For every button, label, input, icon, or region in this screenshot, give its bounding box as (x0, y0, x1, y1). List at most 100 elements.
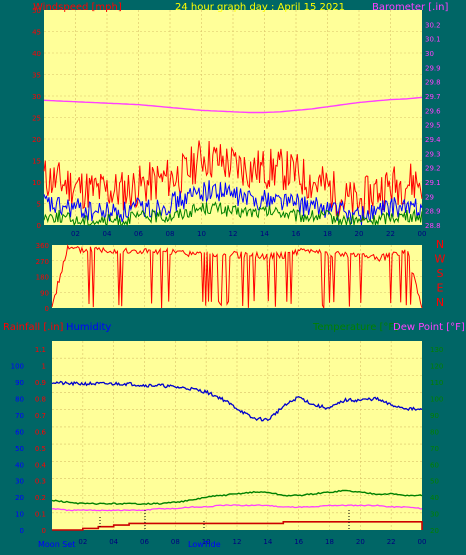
rain-tick-label: 0.5 (35, 445, 46, 453)
temp-series (51, 380, 423, 531)
temperature-tick-label: 50 (430, 478, 439, 486)
temp-x-tick-label: 10 (202, 538, 211, 546)
temp-x-tick-label: 22 (387, 538, 396, 546)
barometer-y-ticks: 28.8 28.9 29 29.1 29.2 29.3 29.4 29.5 29.6 29.7 29… (425, 21, 441, 230)
humidity-tick-label: 0 (20, 527, 24, 535)
wind-y-ticks: 0 5 10 15 20 25 30 35 40 45 50 (32, 7, 41, 230)
temperature-tick-label: 130 (430, 346, 443, 354)
wind-tick-label: 40 (32, 50, 41, 58)
temp-grid (52, 341, 422, 530)
direction-tick-label: 270 (36, 258, 49, 266)
barometer-tick-label: 30.1 (425, 36, 441, 44)
rain-tick-label: 1 (42, 363, 46, 371)
wind-x-tick-label: 16 (292, 230, 301, 238)
temperature-tick-label: 40 (430, 494, 439, 502)
humidity-y-ticks: 0 10 20 30 40 50 60 70 80 90 100 (11, 363, 24, 535)
wind-tick-label: 30 (32, 93, 41, 101)
temperature-tick-label: 30 (430, 511, 439, 519)
rain-tick-label: 1.1 (35, 346, 46, 354)
temperature-axis-label: Temperature [°F] (312, 322, 398, 333)
temperature-y-ticks: 20 30 40 50 60 70 80 90 100 110 120 130 (430, 346, 443, 535)
temperature-tick-label: 80 (430, 428, 439, 436)
humidity-tick-label: 90 (15, 379, 24, 387)
temp-x-tick-label: 18 (325, 538, 334, 546)
windspeed-axis-label: Windspeed [mph] (33, 2, 122, 13)
compass-label: N (436, 296, 444, 309)
temp-x-tick-label: 02 (78, 538, 87, 546)
temperature-tick-label: 120 (430, 363, 443, 371)
rainfall-line (52, 520, 423, 531)
barometer-tick-label: 29.1 (425, 179, 441, 187)
direction-tick-label: 0 (45, 305, 49, 313)
temp-x-tick-label: 08 (171, 538, 180, 546)
wind-x-tick-label: 04 (103, 230, 112, 238)
barometer-tick-label: 29.5 (425, 122, 441, 130)
temp-x-tick-label: 06 (140, 538, 149, 546)
temp-x-tick-label: 16 (294, 538, 303, 546)
wind-tick-label: 35 (32, 72, 41, 80)
barometer-tick-label: 29.9 (425, 64, 441, 72)
barometer-tick-label: 29 (425, 193, 434, 201)
rain-tick-label: 0.1 (35, 511, 46, 519)
wind-tick-label: 45 (32, 29, 41, 37)
barometer-tick-label: 30 (425, 50, 434, 58)
wind-tick-label: 20 (32, 136, 41, 144)
wind-series (43, 96, 423, 227)
direction-series (51, 244, 423, 309)
wind-x-tick-label: 12 (229, 230, 238, 238)
rain-tick-label: 0.3 (35, 478, 46, 486)
moon-set-label: Moon Set (38, 540, 75, 549)
dewpoint-line (51, 504, 423, 512)
compass-label: E (437, 282, 444, 295)
wind-x-tick-label: 08 (166, 230, 175, 238)
barometer-tick-label: 29.8 (425, 79, 441, 87)
wind-x-tick-label: 00 (418, 230, 427, 238)
wind-x-tick-label: 18 (323, 230, 332, 238)
barometer-line (43, 96, 423, 114)
wind-grid (44, 10, 422, 225)
temperature-tick-label: 60 (430, 461, 439, 469)
wind-gust-line (43, 140, 423, 221)
barometer-axis-label: Barometer [.in] (372, 2, 448, 13)
wind-tick-label: 0 (37, 222, 41, 230)
temp-x-tick-label: 14 (263, 538, 272, 546)
rain-humidity-temp-panel: 0 0.1 0.2 0.3 0.4 0.5 0.6 0.7 0.8 0.9 1 1.1 0 10 20 30… (3, 322, 465, 549)
compass-label: S (437, 267, 444, 280)
direction-tick-label: 180 (36, 274, 49, 282)
humidity-tick-label: 20 (15, 494, 24, 502)
lowtide-label: LowTide (188, 540, 221, 549)
wind-x-tick-label: 22 (386, 230, 395, 238)
temperature-tick-label: 110 (430, 379, 443, 387)
rain-tick-label: 0.7 (35, 412, 46, 420)
humidity-tick-label: 10 (15, 511, 24, 519)
wind-tick-label: 10 (32, 179, 41, 187)
wind-x-tick-label: 14 (260, 230, 269, 238)
direction-line (51, 244, 423, 309)
wind-tick-label: 50 (32, 7, 41, 15)
temp-x-tick-label: 00 (418, 538, 427, 546)
direction-tick-label: 360 (36, 242, 49, 250)
compass-label: W (435, 253, 446, 266)
wind-tick-label: 25 (32, 115, 41, 123)
wind-x-ticks: 02 04 06 08 10 12 14 16 18 20 22 00 (71, 230, 426, 238)
wind-low-line (43, 201, 423, 227)
humidity-tick-label: 60 (15, 428, 24, 436)
wind-average-line (43, 180, 423, 226)
rain-tick-label: 0.6 (35, 428, 47, 436)
humidity-axis-label: Humidity (66, 322, 111, 333)
temp-x-tick-label: 04 (109, 538, 118, 546)
wind-x-tick-label: 10 (197, 230, 206, 238)
temp-x-ticks: 02 04 06 08 10 12 14 16 18 20 22 00 (78, 538, 426, 546)
barometer-tick-label: 29.7 (425, 93, 441, 101)
rain-tick-label: 0.2 (35, 494, 46, 502)
direction-y-ticks: 0 90 180 270 360 (36, 242, 49, 313)
rain-tick-label: 0.9 (35, 379, 46, 387)
wind-x-tick-label: 06 (134, 230, 143, 238)
rain-y-ticks: 0 0.1 0.2 0.3 0.4 0.5 0.6 0.7 0.8 0.9 1 1.1 (35, 346, 47, 535)
barometer-tick-label: 29.6 (425, 107, 441, 115)
chart-title: 24 hour graph day : April 15 2021 (175, 2, 345, 13)
barometer-tick-label: 30.2 (425, 21, 441, 29)
